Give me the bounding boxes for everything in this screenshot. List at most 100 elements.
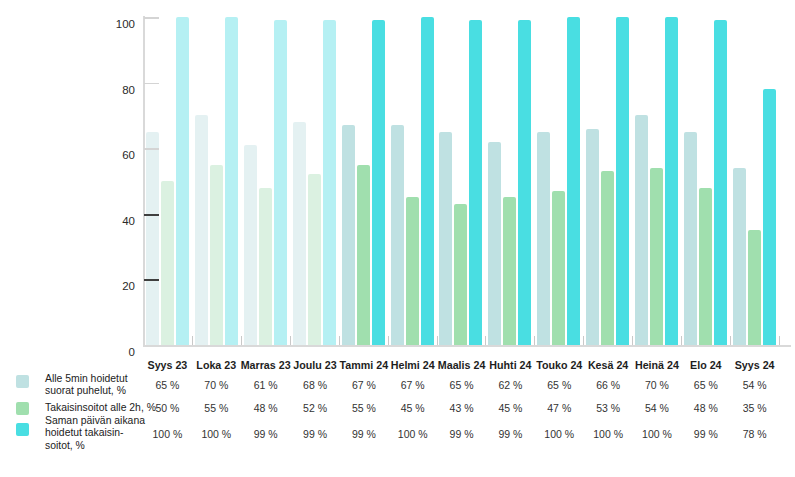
bar bbox=[567, 17, 580, 345]
table-cell: 53 % bbox=[584, 396, 633, 420]
table-cell: 68 % bbox=[291, 374, 340, 396]
y-axis-tick bbox=[144, 83, 159, 85]
legend-label-same-day-callbacks: Saman päivän aikanahoidetut takaisin-soi… bbox=[45, 415, 160, 452]
month-header: Touko 24 bbox=[535, 356, 584, 374]
bar bbox=[699, 188, 712, 345]
table-column: Maalis 2465 %43 %99 % bbox=[437, 356, 486, 448]
bar bbox=[372, 20, 385, 345]
x-axis-line bbox=[143, 345, 791, 347]
bar bbox=[733, 168, 746, 345]
legend-swatch-same-day-callbacks bbox=[16, 423, 29, 436]
bar bbox=[488, 142, 501, 345]
bar-group bbox=[534, 17, 583, 345]
table-column: Kesä 2466 %53 %100 % bbox=[584, 356, 633, 448]
bar-group bbox=[290, 17, 339, 345]
y-axis-label: 0 bbox=[90, 346, 135, 359]
table-cell: 48 % bbox=[681, 396, 730, 420]
bar bbox=[195, 115, 208, 345]
month-header: Elo 24 bbox=[681, 356, 730, 374]
y-axis-tick bbox=[144, 148, 159, 150]
bar bbox=[503, 197, 516, 345]
table-cell: 47 % bbox=[535, 396, 584, 420]
x-axis-tick bbox=[339, 336, 340, 345]
x-axis-tick bbox=[583, 336, 584, 345]
table-cell: 54 % bbox=[633, 396, 682, 420]
month-header: Syys 24 bbox=[730, 356, 779, 374]
month-header: Helmi 24 bbox=[388, 356, 437, 374]
bar bbox=[748, 230, 761, 345]
table-cell: 99 % bbox=[486, 420, 535, 448]
bar bbox=[454, 204, 467, 345]
table-column: Syys 2454 %35 %78 % bbox=[730, 356, 779, 448]
x-axis-tick bbox=[192, 336, 193, 345]
bar bbox=[146, 132, 159, 345]
bar bbox=[406, 197, 419, 345]
table-column: Marras 2361 %48 %99 % bbox=[241, 356, 291, 448]
table-cell: 99 % bbox=[291, 420, 340, 448]
bar bbox=[225, 17, 238, 345]
table-column: Heinä 2470 %54 %100 % bbox=[633, 356, 682, 448]
table-cell: 35 % bbox=[730, 396, 779, 420]
table-cell: 67 % bbox=[339, 374, 388, 396]
table-cell: 100 % bbox=[535, 420, 584, 448]
plot-bars bbox=[143, 17, 779, 345]
x-axis-tick bbox=[485, 336, 486, 345]
bar bbox=[244, 145, 257, 345]
bar-group bbox=[143, 17, 192, 345]
bar bbox=[357, 165, 370, 345]
legend-label-line: Alle 5min hoidetut bbox=[45, 373, 160, 385]
x-axis-tick bbox=[681, 336, 682, 345]
bar-group bbox=[192, 17, 241, 345]
table-cell: 65 % bbox=[535, 374, 584, 396]
bar bbox=[439, 132, 452, 345]
table-cell: 100 % bbox=[584, 420, 633, 448]
table-column: Tammi 2467 %55 %99 % bbox=[339, 356, 388, 448]
bar-group bbox=[730, 17, 779, 345]
legend-label-line: soitot, % bbox=[45, 440, 160, 452]
table-cell: 66 % bbox=[584, 374, 633, 396]
legend-label-line: suorat puhelut, % bbox=[45, 385, 160, 397]
legend-swatch-direct-calls bbox=[16, 375, 29, 388]
table-cell: 45 % bbox=[486, 396, 535, 420]
bar bbox=[537, 132, 550, 345]
bar bbox=[518, 20, 531, 345]
month-header: Joulu 23 bbox=[291, 356, 340, 374]
bar-group bbox=[681, 17, 730, 345]
table-cell: 67 % bbox=[388, 374, 437, 396]
table-column: Elo 2465 %48 %99 % bbox=[681, 356, 730, 448]
month-header: Heinä 24 bbox=[633, 356, 682, 374]
x-axis-tick bbox=[437, 336, 438, 345]
table-cell: 55 % bbox=[192, 396, 241, 420]
month-header: Syys 23 bbox=[143, 356, 192, 374]
table-column: Loka 2370 %55 %100 % bbox=[192, 356, 241, 448]
bar bbox=[635, 115, 648, 345]
y-axis-label: 100 bbox=[90, 18, 135, 31]
month-header: Marras 23 bbox=[241, 356, 291, 374]
table-column: Helmi 2467 %45 %100 % bbox=[388, 356, 437, 448]
bar bbox=[274, 20, 287, 345]
bar bbox=[342, 125, 355, 345]
table-cell: 45 % bbox=[388, 396, 437, 420]
bar-group bbox=[241, 17, 290, 345]
bar bbox=[714, 20, 727, 345]
month-header: Maalis 24 bbox=[437, 356, 486, 374]
month-header: Kesä 24 bbox=[584, 356, 633, 374]
bar bbox=[469, 20, 482, 345]
bar bbox=[308, 174, 321, 345]
x-axis-tick bbox=[290, 336, 291, 345]
bar bbox=[161, 181, 174, 345]
table-cell: 62 % bbox=[486, 374, 535, 396]
table-cell: 100 % bbox=[388, 420, 437, 448]
table-cell: 70 % bbox=[633, 374, 682, 396]
legend-label-callbacks-2h: Takaisinsoitot alle 2h, % bbox=[45, 402, 160, 414]
y-axis-tick bbox=[144, 279, 159, 281]
legend-label-line: Saman päivän aikana bbox=[45, 415, 160, 427]
bar-group bbox=[388, 17, 437, 345]
bar-group bbox=[437, 17, 486, 345]
y-axis-tick bbox=[144, 214, 159, 216]
bar bbox=[293, 122, 306, 345]
table-cell: 99 % bbox=[681, 420, 730, 448]
table-column: Touko 2465 %47 %100 % bbox=[535, 356, 584, 448]
y-axis-label: 80 bbox=[90, 84, 135, 97]
y-axis-label: 40 bbox=[90, 215, 135, 228]
